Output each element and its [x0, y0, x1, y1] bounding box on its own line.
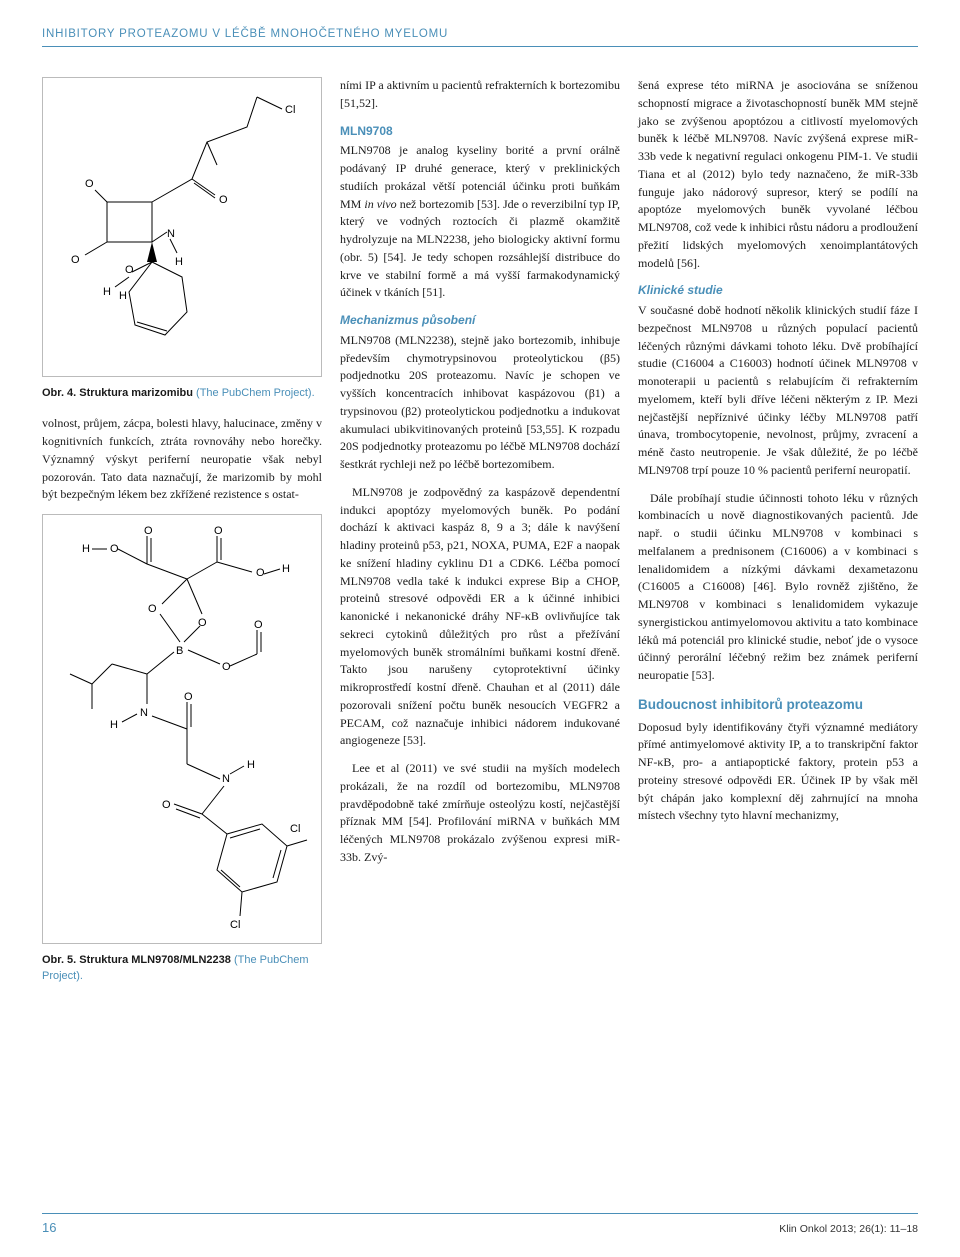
column-2: ními IP a aktivním u pacientů refraktern… [340, 77, 620, 1167]
col2-p2: MLN9708 je analog kyseliny borité a prvn… [340, 142, 620, 302]
header-rule [42, 46, 918, 47]
figure-5-box: H O O O O H O [42, 514, 322, 944]
col2-p5: Lee et al (2011) ve své studii na myších… [340, 760, 620, 867]
heading-mechanizmus: Mechanizmus působení [340, 312, 620, 330]
svg-text:O: O [184, 691, 193, 703]
heading-mln9708: MLN9708 [340, 123, 620, 141]
svg-text:O: O [256, 567, 265, 579]
svg-text:O: O [254, 619, 263, 631]
heading-budoucnost: Budoucnost inhibitorů proteazomu [638, 695, 918, 715]
svg-text:H: H [247, 759, 255, 771]
figure-4-box: O Cl O N H O [42, 77, 322, 377]
svg-text:H: H [119, 290, 127, 302]
svg-text:H: H [110, 719, 118, 731]
running-header: INHIBITORY PROTEAZOMU V LÉČBĚ MNOHOČETNÉ… [42, 28, 918, 40]
page-footer: 16 Klin Onkol 2013; 26(1): 11–18 [42, 1213, 918, 1235]
col2-p2-b: než bortezomib [53]. Jde o reverzibilní … [340, 197, 620, 300]
svg-text:O: O [162, 799, 171, 811]
svg-text:Cl: Cl [230, 919, 240, 931]
col3-p3: Dále probíhají studie účinnosti tohoto l… [638, 490, 918, 685]
three-column-layout: O Cl O N H O [42, 77, 918, 1167]
svg-text:Cl: Cl [290, 823, 300, 835]
svg-text:H: H [103, 286, 111, 298]
svg-text:O: O [110, 543, 119, 555]
svg-text:N: N [222, 773, 230, 785]
col3-p2: V současné době hodnotí několik klinický… [638, 302, 918, 480]
col2-p1: ními IP a aktivním u pacientů refraktern… [340, 77, 620, 113]
col2-p2-ital: in vivo [364, 197, 396, 211]
svg-text:O: O [214, 525, 223, 537]
svg-text:H: H [282, 563, 290, 575]
fig4-caption-src: (The Pub­Chem Project). [193, 387, 315, 399]
col2-p4: MLN9708 je zodpovědný za kaspázově depen… [340, 484, 620, 750]
col3-p1: šená exprese této miRNA je asociována se… [638, 77, 918, 272]
figure-5-caption: Obr. 5. Struktura MLN9708/MLN2238 (The P… [42, 952, 322, 985]
svg-text:O: O [219, 194, 228, 206]
svg-text:O: O [71, 254, 80, 266]
column-1: O Cl O N H O [42, 77, 322, 1167]
col1-para1: volnost, průjem, zácpa, bolesti hlavy, h… [42, 415, 322, 504]
page-number: 16 [42, 1220, 56, 1235]
col2-p3: MLN9708 (MLN2238), stejně jako bortezomi… [340, 332, 620, 474]
column-3: šená exprese této miRNA je asociována se… [638, 77, 918, 1167]
heading-klinicke: Klinické studie [638, 282, 918, 300]
svg-text:O: O [148, 603, 157, 615]
col3-p4: Doposud byly identifikovány čtyři význam… [638, 719, 918, 826]
svg-text:H: H [82, 543, 90, 555]
svg-text:O: O [222, 661, 231, 673]
fig5-caption-bold: Obr. 5. Struktura MLN9708/MLN2238 [42, 954, 231, 966]
figure-5-structure: H O O O O H O [52, 524, 312, 934]
svg-text:Cl: Cl [285, 104, 295, 116]
svg-text:B: B [176, 645, 183, 657]
fig4-caption-bold: Obr. 4. Struktura marizomibu [42, 387, 193, 399]
svg-text:O: O [125, 264, 134, 276]
svg-text:N: N [140, 707, 148, 719]
svg-text:N: N [167, 228, 175, 240]
journal-citation: Klin Onkol 2013; 26(1): 11–18 [779, 1223, 918, 1235]
svg-text:O: O [85, 178, 94, 190]
figure-4-structure: O Cl O N H O [57, 87, 307, 367]
svg-text:H: H [175, 256, 183, 268]
figure-4-caption: Obr. 4. Struktura marizomibu (The Pub­Ch… [42, 385, 322, 401]
svg-text:O: O [144, 525, 153, 537]
